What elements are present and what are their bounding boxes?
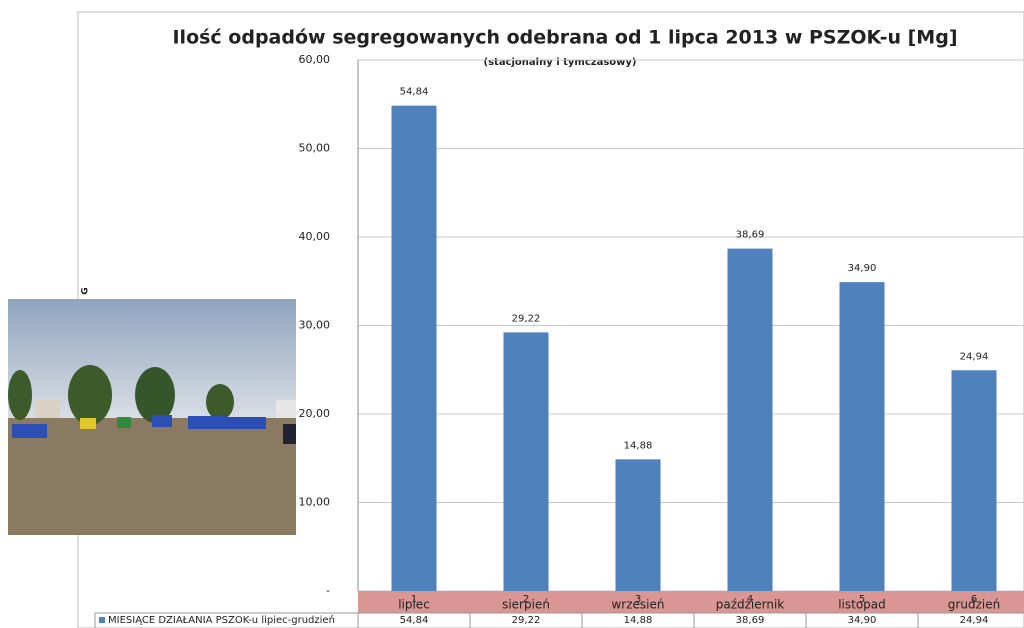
photo — [8, 299, 296, 535]
x-tick-label: listopad — [838, 598, 886, 612]
y-tick-label: - — [326, 584, 330, 597]
bar — [615, 459, 661, 591]
table-value: 24,94 — [960, 615, 989, 626]
category-number: 2 — [523, 594, 529, 605]
chart-subtitle: (stacjonalny i tymczasowy) — [484, 57, 637, 68]
category-band — [358, 591, 1024, 613]
x-tick-label: grudzień — [948, 598, 1000, 612]
x-tick-label: lipiec — [398, 598, 430, 612]
side-label: G — [81, 287, 91, 294]
y-tick-label: 40,00 — [299, 230, 331, 243]
category-number: 3 — [635, 594, 641, 605]
y-tick-label: 50,00 — [299, 142, 331, 155]
table-value: 38,69 — [736, 615, 765, 626]
bar — [951, 370, 997, 591]
table-value: 14,88 — [624, 615, 653, 626]
value-label: 29,22 — [512, 313, 541, 324]
table-value: 29,22 — [512, 615, 541, 626]
value-label: 34,90 — [848, 263, 877, 274]
value-label: 38,69 — [736, 230, 765, 241]
legend-swatch — [99, 617, 105, 623]
y-tick-label: 30,00 — [299, 319, 331, 332]
x-tick-label: wrzesień — [611, 598, 664, 612]
chart-title: Ilość odpadów segregowanych odebrana od … — [172, 27, 957, 49]
y-tick-label: 10,00 — [299, 496, 331, 509]
category-number: 5 — [859, 594, 865, 605]
table-value: 34,90 — [848, 615, 877, 626]
bar — [839, 282, 885, 591]
value-label: 14,88 — [624, 440, 653, 451]
category-number: 4 — [747, 594, 753, 605]
x-tick-label: październik — [716, 598, 785, 612]
category-number: 1 — [411, 594, 417, 605]
y-tick-label: 60,00 — [299, 53, 331, 66]
legend-label: MIESIĄCE DZIAŁANIA PSZOK-u lipiec-grudzi… — [108, 614, 335, 626]
value-label: 24,94 — [960, 351, 989, 362]
category-number: 6 — [971, 594, 977, 605]
value-label: 54,84 — [400, 87, 429, 98]
table-value: 54,84 — [400, 615, 429, 626]
y-tick-label: 20,00 — [299, 407, 331, 420]
bar — [503, 332, 549, 591]
x-tick-label: sierpień — [502, 598, 550, 612]
bar — [727, 248, 773, 591]
bar — [391, 105, 437, 591]
